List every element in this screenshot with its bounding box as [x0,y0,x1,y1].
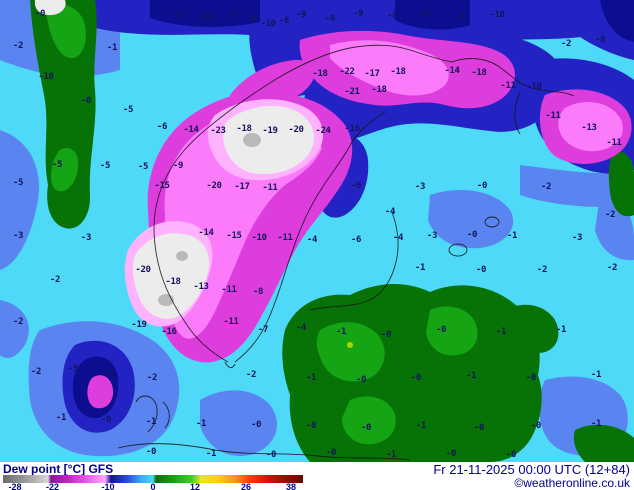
map-title: Dew point [°C] GFS [3,462,114,476]
coastline-layer [117,44,575,461]
caption-bar: Dew point [°C] GFS -28 -22 -10 0 12 26 38 Fr 2… [0,462,634,490]
scale-tick: 0 [150,482,156,490]
navy-layer [72,0,634,419]
scale-tick: 38 [285,482,297,490]
datetime-label: Fr 21-11-2025 00:00 UTC (12+84) [433,462,630,477]
color-scale-bar [3,475,303,483]
copyright-link[interactable]: ©weatheronline.co.uk [514,476,630,490]
scale-tick: -22 [45,482,60,490]
scale-tick: 12 [189,482,201,490]
scale-tick: 26 [240,482,252,490]
caption-left: Dew point [°C] GFS -28 -22 -10 0 12 26 38 [3,463,315,490]
color-scale: -28 -22 -10 0 12 26 38 [3,475,303,490]
map-graphic [0,0,634,462]
yellow-green-speck [347,342,353,348]
dew-point-map: -0 -8 -10 -9 -8 -10 -8 -9 -8 -9 -8 -6 -8 -10 -2 -8 -2 -1-… [0,0,634,462]
scale-tick: -28 [8,482,22,490]
white-core-layer [34,0,314,319]
color-scale-ticks: -28 -22 -10 0 12 26 38 [3,483,303,490]
caption-right: Fr 21-11-2025 00:00 UTC (12+84) ©weather… [433,463,630,490]
scale-tick: -10 [101,482,115,490]
green-bright-layer [45,3,478,445]
